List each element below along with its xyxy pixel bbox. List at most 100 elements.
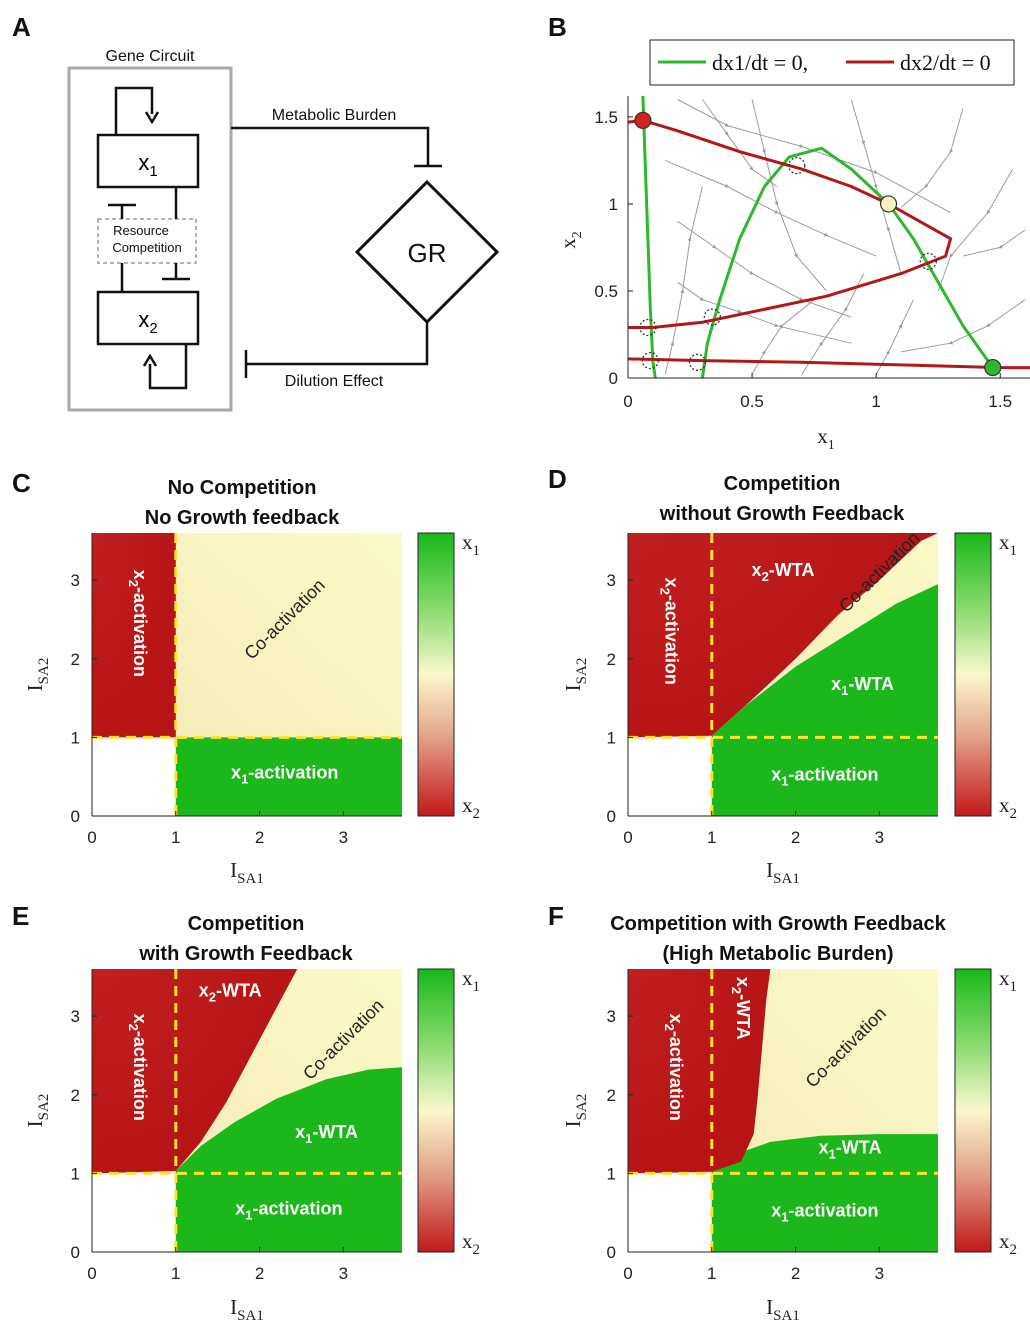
colorbar-bottom-label: x2 [999, 1229, 1017, 1258]
y-axis-label: ISA2 [23, 658, 52, 692]
panel-d: D Competition without Growth Feedback x2-ac… [548, 464, 1017, 887]
heatmap-title-line-1: Competition [724, 473, 841, 495]
streamline [850, 99, 902, 274]
panel-a: A Gene Circuit x1 x2 Resource Competitio… [12, 12, 500, 412]
stable-fixed-point [879, 195, 898, 213]
colorbar-top-label: x1 [462, 530, 480, 559]
y-tick-label: 0 [607, 807, 616, 826]
colorbar [954, 968, 992, 1253]
colorbar-bottom-label: x2 [999, 793, 1017, 822]
x2-self-activation-head [142, 353, 158, 367]
panel-label-d: D [548, 464, 567, 494]
x-tick-label: 1 [171, 828, 180, 847]
metabolic-burden-label: Metabolic Burden [272, 107, 397, 124]
x2-self-activation-arrow [148, 344, 188, 390]
colorbar-top-label: x1 [999, 530, 1017, 559]
stable-fixed-point [634, 111, 652, 129]
streamline [677, 99, 951, 214]
x-tick-label: 0.5 [740, 392, 764, 411]
x1-dominant-region [175, 1067, 402, 1252]
x-tick-label: 0 [623, 392, 632, 411]
heatmap-title-line-2: No Growth feedback [145, 507, 340, 529]
panel-label-e: E [12, 901, 29, 931]
y-tick-label: 3 [607, 571, 616, 590]
panel-c: C No Competition No Growth feedback x2-acti… [12, 468, 480, 887]
gene-circuit-label: Gene Circuit [106, 48, 195, 65]
unstable-fixed-point [919, 252, 937, 271]
unstable-fixed-point [788, 156, 806, 175]
y-tick-label: 0 [609, 369, 618, 388]
x2-dominant-region [628, 533, 938, 738]
x-tick-label: 3 [339, 828, 348, 847]
gr-node-label: GR [408, 238, 447, 268]
region-label: x2-activation [126, 1014, 150, 1121]
unstable-fixed-point [639, 318, 657, 337]
heatmap-title-line-2: without Growth Feedback [659, 503, 905, 525]
streamline [900, 108, 964, 208]
region-label: x2-activation [662, 1014, 686, 1121]
x-axis-label: ISA1 [766, 1295, 800, 1321]
heatmap-title-line-2: (High Metabolic Burden) [662, 943, 893, 965]
region-label: x1-WTA [819, 1138, 882, 1162]
heatmap-panels: C No Competition No Growth feedback x2-acti… [12, 464, 1017, 1321]
y-tick-label: 2 [71, 1086, 80, 1105]
resource-competition-box [97, 218, 197, 264]
x-tick-label: 0 [87, 828, 96, 847]
y-tick-label: 0 [71, 1243, 80, 1262]
region-label: x1-activation [771, 1201, 878, 1225]
stable-fixed-point [984, 358, 1002, 377]
region-label: x1-activation [235, 1198, 342, 1222]
y-tick-label: 1 [609, 195, 618, 214]
resource-competition-label-1: Resource [113, 223, 169, 238]
x2-dominant-region [92, 533, 176, 738]
dilution-label: Dilution Effect [285, 373, 384, 390]
off-region [628, 737, 712, 816]
unstable-fixed-point [703, 308, 722, 326]
phase-ylabel: x2 [556, 231, 585, 249]
nullcline-legend: dx1/dt = 0, dx2/dt = 0 [649, 39, 1015, 86]
colorbar [417, 968, 455, 1253]
legend-red-label: dx2/dt = 0 [900, 50, 991, 75]
y-axis-label: ISA2 [561, 1094, 590, 1128]
y-tick-label: 1 [607, 728, 616, 747]
heatmap-title-line-1: Competition with Growth Feedback [610, 913, 946, 935]
x2-node [96, 290, 200, 346]
x-tick-label: 1 [171, 1264, 180, 1283]
x2-node-label: x2 [138, 307, 157, 337]
heatmap-title-line-1: Competition [188, 913, 305, 935]
streamline [937, 168, 1014, 292]
x-tick-label: 0 [623, 828, 632, 847]
region-label: x2-WTA [199, 981, 262, 1005]
panel-f: F Competition with Growth Feedback (High M… [548, 901, 1017, 1321]
phase-xlabel: x1 [817, 424, 835, 453]
streamline [751, 299, 815, 375]
x2-dominant-region [628, 969, 771, 1174]
x1-dominant-region [711, 1134, 938, 1252]
region-label: x2-WTA [752, 560, 815, 584]
gene-circuit-box [67, 66, 233, 412]
y-tick-label: 0 [607, 1243, 616, 1262]
x-tick-label: 0 [623, 1264, 632, 1283]
x1-node [96, 133, 200, 189]
region-label: x2-activation [126, 570, 150, 677]
region-label: x1-activation [771, 765, 878, 789]
x-axis-label: ISA1 [230, 858, 264, 887]
unstable-fixed-point [688, 353, 707, 371]
y-tick-label: 0.5 [594, 282, 618, 301]
x1-node-label: x1 [138, 150, 157, 180]
y-tick-label: 1 [71, 1164, 80, 1183]
x-tick-label: 2 [255, 1264, 264, 1283]
streamline [962, 229, 1026, 257]
panel-label-f: F [548, 901, 564, 931]
x1-dominant-region [711, 584, 938, 816]
x-tick-label: 3 [875, 828, 884, 847]
x1-self-activation-head [144, 111, 160, 125]
nullclines [627, 95, 1030, 379]
streamline [801, 273, 865, 375]
y-tick-label: 1.5 [594, 108, 618, 127]
streamline [677, 281, 852, 344]
x-tick-label: 3 [875, 1264, 884, 1283]
x2-nullcline [627, 118, 953, 329]
heatmap-title-line-2: with Growth Feedback [138, 943, 353, 965]
